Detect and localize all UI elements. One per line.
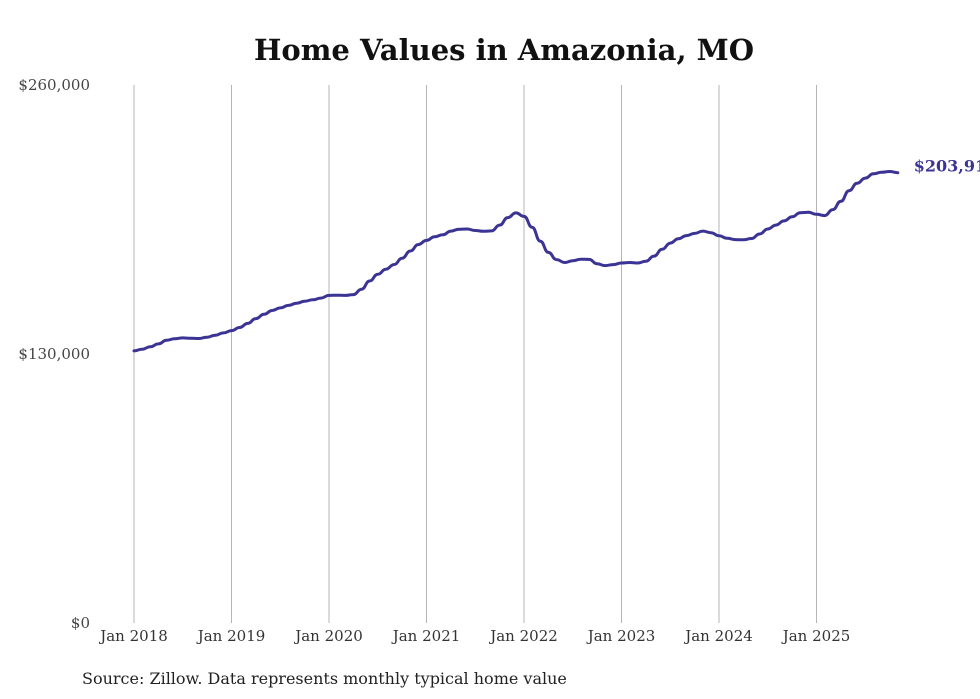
- grid-layer: [133, 85, 817, 623]
- x-tick-label: Jan 2020: [293, 627, 363, 645]
- x-axis-ticks: Jan 2018 Jan 2019 Jan 2020 Jan 2021 Jan 2022…: [98, 627, 850, 645]
- x-tick-label: Jan 2021: [391, 627, 461, 645]
- y-tick-label: $260,000: [18, 76, 90, 94]
- x-tick-label: Jan 2023: [586, 627, 656, 645]
- x-tick-label: Jan 2022: [488, 627, 558, 645]
- x-tick-label: Jan 2024: [683, 627, 753, 645]
- series-line: [132, 170, 900, 353]
- end-value-label: $203,916: [914, 157, 980, 176]
- chart-title: Home Values in Amazonia, MO: [254, 33, 754, 67]
- source-note: Source: Zillow. Data represents monthly …: [82, 669, 567, 688]
- y-axis-ticks: $0 $130,000 $260,000: [18, 76, 90, 632]
- y-tick-label: $0: [71, 614, 90, 632]
- x-tick-label: Jan 2018: [98, 627, 168, 645]
- x-tick-label: Jan 2025: [781, 627, 851, 645]
- y-tick-label: $130,000: [18, 345, 90, 363]
- x-tick-label: Jan 2019: [196, 627, 266, 645]
